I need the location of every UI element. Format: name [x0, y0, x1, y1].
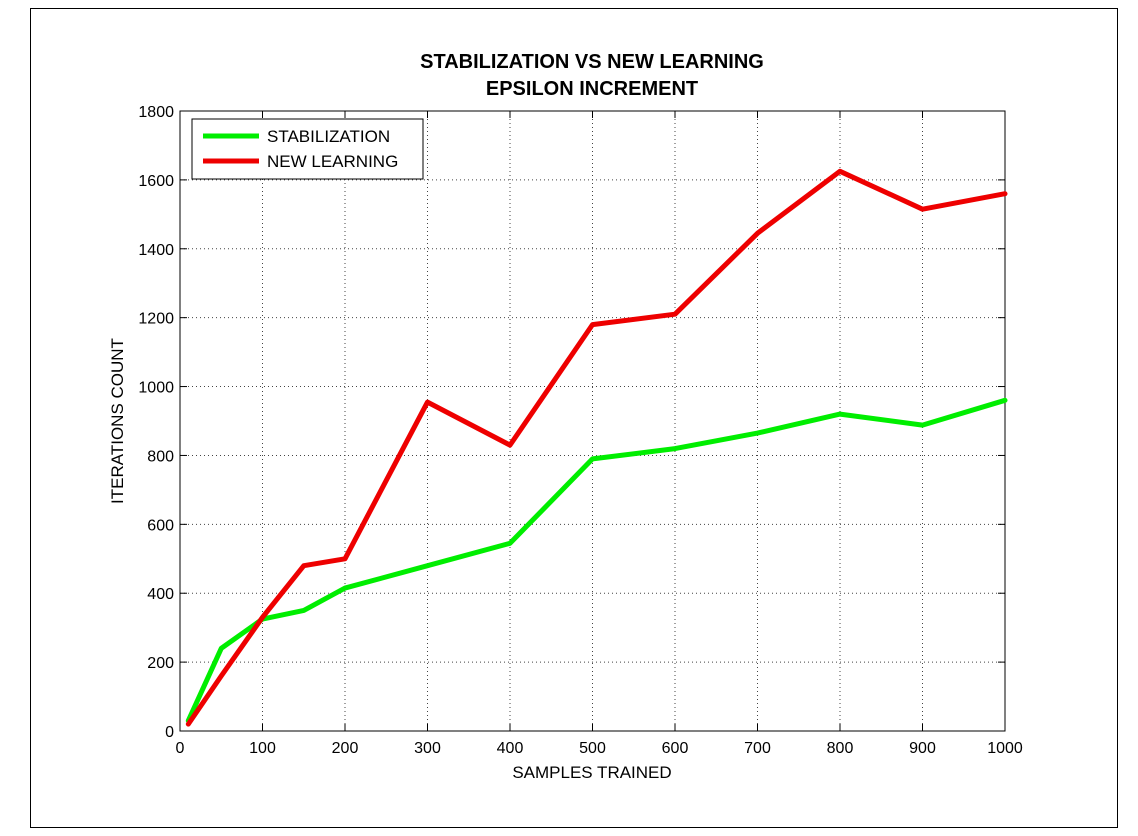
x-tick-label: 100 — [249, 740, 276, 757]
x-tick-label: 400 — [497, 740, 524, 757]
y-tick-label: 200 — [147, 655, 174, 672]
chart-title: STABILIZATION VS NEW LEARNING — [420, 51, 764, 73]
y-tick-label: 400 — [147, 586, 174, 603]
x-tick-label: 0 — [176, 740, 185, 757]
x-tick-label: 300 — [414, 740, 441, 757]
y-tick-label: 600 — [147, 517, 174, 534]
y-tick-label: 1800 — [138, 104, 174, 121]
x-tick-label: 700 — [744, 740, 771, 757]
y-tick-label: 1200 — [138, 311, 174, 328]
x-tick-label: 1000 — [987, 740, 1023, 757]
chart-subtitle: EPSILON INCREMENT — [486, 78, 698, 100]
x-tick-label: 800 — [827, 740, 854, 757]
y-tick-label: 800 — [147, 448, 174, 465]
line-chart: 0 100 200 300 400 500 600 700 800 900 1000 0 200 400 6… — [108, 51, 1023, 782]
legend-label-stabilization: STABILIZATION — [267, 127, 390, 146]
series-line-stabilization — [185, 397, 1008, 724]
x-tick-label: 900 — [909, 740, 936, 757]
x-tick-label: 600 — [662, 740, 689, 757]
y-tick-label: 0 — [165, 724, 174, 741]
figure-frame: 0 100 200 300 400 500 600 700 800 900 1000 0 200 400 6… — [30, 8, 1118, 828]
x-tick-label: 500 — [579, 740, 606, 757]
y-tick-label: 1000 — [138, 380, 174, 397]
legend-label-new-learning: NEW LEARNING — [267, 152, 398, 171]
grid-layer — [180, 111, 1005, 731]
series-line-new-learning — [185, 168, 1008, 727]
tick-layer: 0 100 200 300 400 500 600 700 800 900 1000 0 200 400 6… — [138, 104, 1022, 757]
series-layer — [185, 168, 1008, 727]
y-tick-label: 1600 — [138, 173, 174, 190]
y-tick-label: 1400 — [138, 242, 174, 259]
legend-box — [191, 118, 424, 180]
legend: STABILIZATION NEW LEARNING — [191, 118, 424, 180]
y-axis-label: ITERATIONS COUNT — [108, 338, 127, 504]
x-axis-label: SAMPLES TRAINED — [512, 763, 671, 782]
x-tick-label: 200 — [332, 740, 359, 757]
